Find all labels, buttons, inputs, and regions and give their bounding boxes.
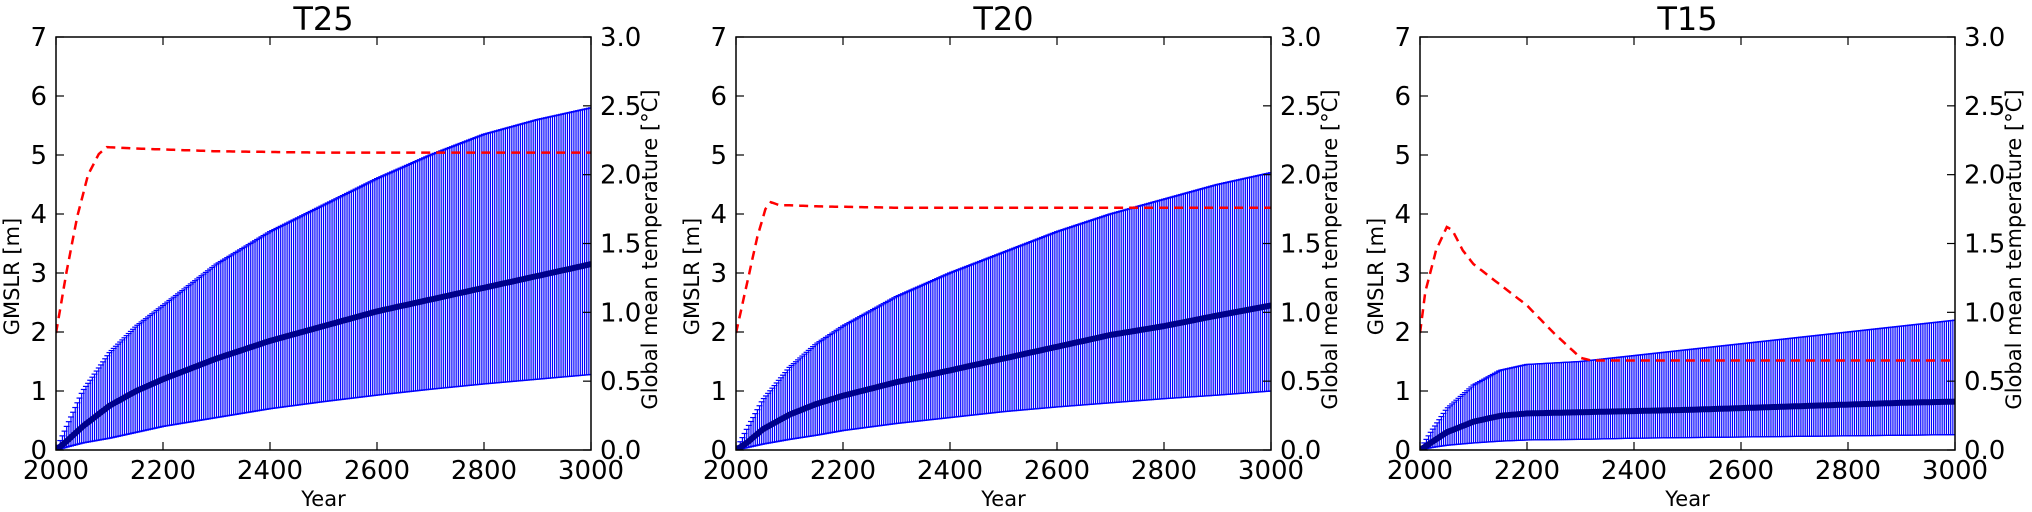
x-tick-label: 2400 xyxy=(237,456,303,486)
y-tick-label: 7 xyxy=(710,23,727,53)
y-tick-label: 0 xyxy=(710,436,727,466)
x-axis-label: Year xyxy=(300,487,346,511)
y2-tick-label: 0.0 xyxy=(600,436,641,466)
x-axis-label: Year xyxy=(980,487,1026,511)
y-tick-label: 0 xyxy=(1394,436,1411,466)
y2-tick-label: 1.0 xyxy=(600,298,641,328)
y-tick-label: 2 xyxy=(710,318,727,348)
y-tick-label: 1 xyxy=(710,377,727,407)
y-tick-label: 4 xyxy=(1394,200,1411,230)
y2-tick-label: 2.5 xyxy=(600,92,641,122)
y2-tick-label: 2.5 xyxy=(1280,92,1321,122)
temperature-line xyxy=(56,145,591,334)
x-tick-label: 2200 xyxy=(1494,456,1560,486)
y2-axis-label: Global mean temperature [°C] xyxy=(638,89,662,409)
gmslr-mean-line xyxy=(1420,398,1955,450)
y-tick-label: 1 xyxy=(30,377,47,407)
chart-panel-t15: 2000 2200 2400 2600 2800 3000 0 1 2 3 4 5 6 7 0.0 0.5 1.… xyxy=(1364,0,2026,511)
x-tick-label: 2000 xyxy=(703,456,769,486)
x-tick-label: 2400 xyxy=(917,456,983,486)
y-tick-label: 5 xyxy=(30,141,47,171)
y2-tick-label: 3.0 xyxy=(1964,23,2005,53)
y-axis-label: GMSLR [m] xyxy=(1364,218,1388,336)
y-tick-label: 6 xyxy=(710,82,727,112)
x-tick-label: 2800 xyxy=(451,456,517,486)
x-tick-label: 3000 xyxy=(1238,456,1304,486)
x-tick-label: 2400 xyxy=(1601,456,1667,486)
y2-tick-label: 3.0 xyxy=(600,23,641,53)
y-tick-label: 0 xyxy=(30,436,47,466)
y2-tick-label: 2.0 xyxy=(1964,161,2005,191)
y-axis-label: GMSLR [m] xyxy=(680,218,704,336)
y2-axis-label: Global mean temperature [°C] xyxy=(2002,89,2026,409)
x-tick-label: 2800 xyxy=(1131,456,1197,486)
error-bars-t15 xyxy=(1420,319,1955,450)
y2-tick-label: 1.5 xyxy=(600,230,641,260)
plot-area xyxy=(1420,225,1955,450)
y2-tick-label: 0.5 xyxy=(1964,367,2005,397)
y-tick-label: 3 xyxy=(1394,259,1411,289)
x-tick-label: 2600 xyxy=(1024,456,1090,486)
y-tick-label: 1 xyxy=(1394,377,1411,407)
gmslr-mean-line xyxy=(736,302,1271,450)
x-tick-label: 2000 xyxy=(23,456,89,486)
y-tick-label: 2 xyxy=(30,318,47,348)
y2-tick-label: 2.0 xyxy=(600,161,641,191)
x-tick-label: 3000 xyxy=(558,456,624,486)
y2-tick-label: 0.5 xyxy=(600,367,641,397)
x-tick-label: 2600 xyxy=(344,456,410,486)
x-tick-label: 3000 xyxy=(1922,456,1988,486)
chart-panel-t20: 2000 2200 2400 2600 2800 3000 0 1 2 3 4 5 6 7 0.0 0.5 1.… xyxy=(680,0,1342,511)
y2-tick-label: 1.0 xyxy=(1280,298,1321,328)
y-tick-label: 3 xyxy=(30,259,47,289)
x-tick-label: 2200 xyxy=(810,456,876,486)
x-tick-label: 2800 xyxy=(1815,456,1881,486)
y-tick-label: 6 xyxy=(1394,82,1411,112)
y2-tick-label: 2.0 xyxy=(1280,161,1321,191)
y-tick-label: 3 xyxy=(710,259,727,289)
y2-tick-label: 0.0 xyxy=(1964,436,2005,466)
gmslr-mean-line xyxy=(56,261,591,450)
y-tick-label: 7 xyxy=(30,23,47,53)
y2-tick-label: 0.5 xyxy=(1280,367,1321,397)
temperature-line xyxy=(736,200,1271,334)
y-tick-label: 4 xyxy=(710,200,727,230)
y2-tick-label: 1.5 xyxy=(1280,230,1321,260)
x-tick-label: 2000 xyxy=(1387,456,1453,486)
error-bars-t25 xyxy=(56,107,591,450)
temperature-line xyxy=(1420,225,1955,362)
y-tick-label: 5 xyxy=(1394,141,1411,171)
y2-axis-label: Global mean temperature [°C] xyxy=(1318,89,1342,409)
x-tick-label: 2600 xyxy=(1708,456,1774,486)
error-bars-t20 xyxy=(736,172,1271,450)
y-tick-label: 4 xyxy=(30,200,47,230)
plot-area xyxy=(56,107,591,450)
chart-panel-t25: 2000 2200 2400 2600 2800 3000 0 1 2 3 4 5 6 7 0.0 0.5 1.… xyxy=(0,0,662,511)
y2-tick-label: 3.0 xyxy=(1280,23,1321,53)
y-tick-label: 6 xyxy=(30,82,47,112)
y2-tick-label: 1.0 xyxy=(1964,298,2005,328)
x-axis-label: Year xyxy=(1664,487,1710,511)
plot-area xyxy=(736,172,1271,450)
panel-title: T25 xyxy=(292,0,353,38)
y-tick-label: 5 xyxy=(710,141,727,171)
y2-tick-label: 1.5 xyxy=(1964,230,2005,260)
y-axis-label: GMSLR [m] xyxy=(0,218,24,336)
panel-title: T15 xyxy=(1656,0,1717,38)
x-tick-label: 2200 xyxy=(130,456,196,486)
y2-tick-label: 2.5 xyxy=(1964,92,2005,122)
panel-title: T20 xyxy=(972,0,1033,38)
y2-tick-label: 0.0 xyxy=(1280,436,1321,466)
y-tick-label: 2 xyxy=(1394,318,1411,348)
y-tick-label: 7 xyxy=(1394,23,1411,53)
